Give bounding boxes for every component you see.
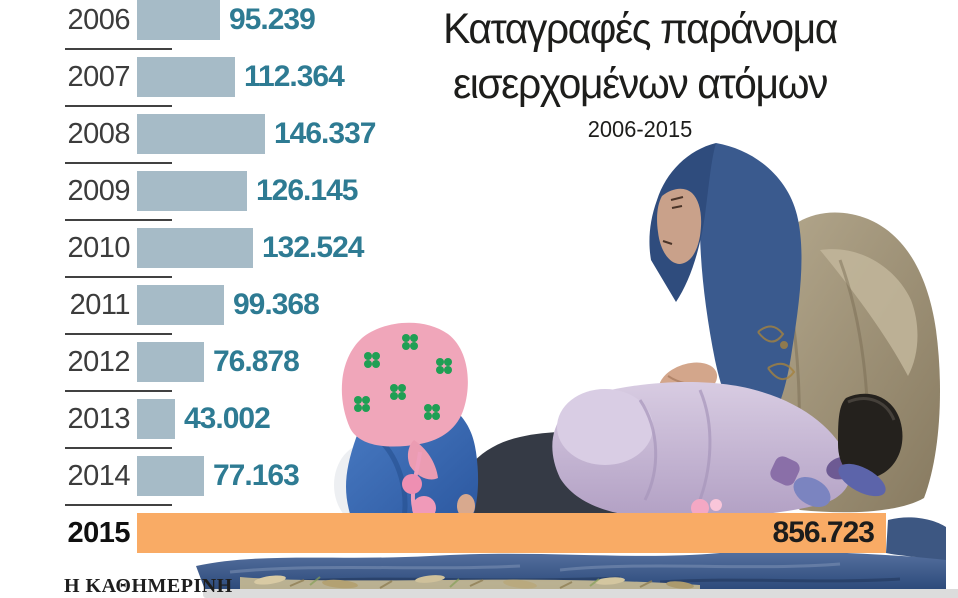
row-separator: [65, 105, 172, 107]
value-label: 95.239: [229, 3, 316, 36]
chart-title-line2: εισερχομένων ατόμων: [452, 60, 829, 108]
row-separator: [65, 48, 172, 50]
bar: [137, 0, 220, 40]
bottom-gray-strip: [203, 589, 958, 598]
headscarf: [699, 143, 802, 444]
chart-title-line1: Καταγραφές παράνομα: [443, 5, 838, 53]
year-label: 2006: [67, 4, 130, 36]
bar: [137, 285, 224, 325]
value-label: 76.878: [213, 345, 300, 378]
value-label: 856.723: [772, 516, 875, 549]
row-separator: [65, 276, 172, 278]
chart-title-block: Καταγραφές παράνομα εισερχομένων ατόμων …: [398, 2, 883, 142]
year-label: 2011: [69, 289, 131, 321]
value-label: 43.002: [184, 402, 271, 435]
year-label: 2012: [67, 346, 130, 378]
year-label: 2015: [67, 517, 130, 549]
year-label: 2010: [67, 232, 130, 264]
woman-face: [657, 188, 702, 264]
row-separator: [65, 219, 172, 221]
row-separator: [65, 333, 172, 335]
hat-flowers: [354, 334, 452, 420]
value-label: 99.368: [233, 288, 320, 321]
straw-grass: [240, 575, 700, 590]
highlight-bar: [137, 513, 886, 553]
bar: [137, 456, 204, 496]
bar: [137, 171, 247, 211]
chart-subtitle: 2006-2015: [587, 116, 693, 142]
row-separator: [65, 390, 172, 392]
year-label: 2008: [67, 118, 130, 150]
year-label: 2009: [67, 175, 130, 207]
value-label: 126.145: [256, 174, 358, 207]
value-label: 77.163: [213, 459, 300, 492]
year-label: 2013: [67, 403, 130, 435]
toddler-figure: [334, 322, 479, 527]
publisher-logo: Η ΚΑΘΗΜΕΡΙΝΗ: [64, 575, 233, 597]
row-separator: [65, 447, 172, 449]
year-label: 2007: [67, 61, 130, 93]
value-label: 132.524: [262, 231, 364, 264]
bar: [137, 399, 175, 439]
value-label: 146.337: [274, 117, 376, 150]
dark-boot: [838, 393, 903, 479]
bar: [137, 114, 265, 154]
year-label: 2014: [67, 460, 130, 492]
bar: [137, 342, 204, 382]
blue-bootie: [838, 463, 886, 497]
value-label: 112.364: [244, 60, 345, 93]
bar: [137, 57, 235, 97]
tarp-ground: [196, 517, 946, 590]
row-separator: [65, 162, 172, 164]
bar: [137, 228, 253, 268]
row-separator: [65, 504, 172, 506]
